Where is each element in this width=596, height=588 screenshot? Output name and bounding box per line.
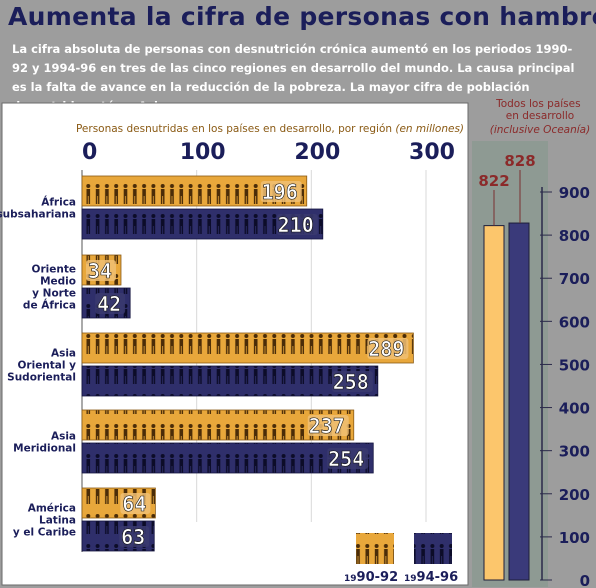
category-label: Asia Meridional: [13, 431, 76, 455]
bar-value-backdrop: [85, 260, 116, 281]
bar-value-backdrop: [367, 338, 409, 359]
side-value-label: 828: [504, 152, 535, 170]
y-tick-label: 300: [559, 443, 590, 461]
y-tick-label: 600: [559, 313, 590, 331]
legend-label-1990-92: 1990-92: [344, 570, 398, 585]
bar-1990-92: [81, 332, 414, 364]
y-tick-label: 500: [559, 356, 590, 374]
side-bar-1994-96: [508, 222, 530, 581]
bar-value-backdrop: [327, 448, 369, 469]
bar-value-backdrop: [307, 415, 349, 436]
side-bar-1990-92: [483, 225, 505, 581]
x-tick-label: 100: [180, 140, 226, 165]
x-tick-label: 200: [294, 140, 340, 165]
main-x-axis-ticks: 0 100 200 300: [82, 140, 455, 165]
main-chart-title: Personas desnutridas en los países en de…: [76, 123, 464, 135]
y-tick-label: 800: [559, 227, 590, 245]
page-title: Aumenta la cifra de personas con hambre: [8, 2, 596, 31]
category-label: Asia Oriental y Sudoriental: [7, 348, 76, 384]
side-value-label: 822: [478, 172, 509, 190]
bar-value-label: 237: [309, 414, 345, 438]
category-label: África subsahariana: [0, 196, 76, 221]
side-chart-title-line-2: en desarrollo: [506, 110, 574, 122]
bar-value-backdrop: [120, 493, 151, 514]
category-label: Oriente Medio y Norte de África: [23, 264, 76, 312]
y-tick-label: 0: [580, 572, 590, 588]
main-chart-bars: 196 210 34 42 289 258 237 254 64 63: [81, 175, 414, 552]
x-tick-label: 0: [82, 140, 97, 165]
bar-1994-96: [81, 365, 379, 397]
bar-value-label: 258: [333, 370, 369, 394]
y-tick-label: 200: [559, 486, 590, 504]
y-tick-label: 100: [559, 529, 590, 547]
bar-value-backdrop: [331, 371, 373, 392]
y-tick-label: 900: [559, 184, 590, 202]
legend-swatch-1994-96: [414, 533, 452, 564]
main-chart-title-units: (en millones): [395, 123, 464, 135]
side-chart-title: Todos los países en desarrollo: [495, 98, 584, 122]
bar-value-backdrop: [260, 181, 302, 202]
legend-label-1994-96: 1994-96: [404, 570, 458, 585]
legend: 1990-92 1994-96: [344, 533, 458, 585]
main-chart-title-main: Personas desnutridas en los países en de…: [76, 123, 392, 135]
side-y-axis-ticks: 0 100 200 300 400 500 600 700 800 900: [559, 184, 590, 588]
bar-value-label: 289: [368, 337, 404, 361]
side-chart-grid: [540, 187, 552, 581]
bar-1994-96: [81, 442, 374, 474]
y-tick-label: 700: [559, 270, 590, 288]
y-tick-label: 400: [559, 400, 590, 418]
intro-paragraph: La cifra absoluta de personas con desnut…: [12, 42, 575, 113]
bar-value-backdrop: [276, 214, 318, 235]
bar-value-label: 254: [328, 447, 364, 471]
bar-value-backdrop: [95, 293, 126, 314]
bar-value-label: 34: [88, 259, 112, 283]
bar-value-label: 210: [278, 213, 314, 237]
main-category-labels: África subsahariana Oriente Medio y Norte de …: [0, 196, 76, 539]
bar-value-label: 64: [122, 492, 146, 516]
bar-value-label: 196: [262, 180, 298, 204]
bar-value-backdrop: [119, 526, 150, 547]
side-chart-title-line-1: Todos los países: [495, 98, 581, 110]
x-tick-label: 300: [409, 140, 455, 165]
legend-swatch-1990-92: [356, 533, 394, 564]
category-label: América Latina y el Caribe: [13, 503, 76, 539]
bar-value-label: 63: [121, 525, 145, 549]
bar-value-label: 42: [97, 292, 121, 316]
side-chart-subtitle: (inclusive Oceanía): [490, 124, 590, 136]
